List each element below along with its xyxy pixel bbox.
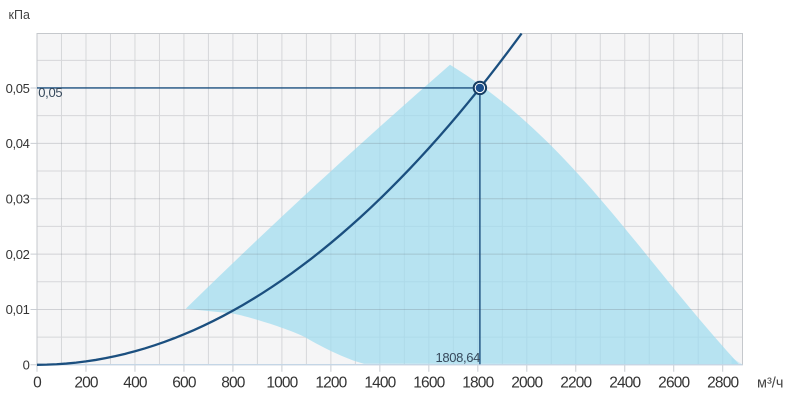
svg-text:1800: 1800	[462, 375, 494, 392]
svg-text:1808,64: 1808,64	[435, 350, 480, 365]
svg-text:200: 200	[74, 375, 99, 392]
svg-text:м³/ч: м³/ч	[757, 376, 783, 392]
svg-text:400: 400	[123, 375, 148, 392]
svg-text:1400: 1400	[364, 375, 396, 392]
svg-text:1000: 1000	[266, 375, 298, 392]
svg-text:0,05: 0,05	[38, 85, 62, 100]
svg-text:2200: 2200	[560, 375, 592, 392]
svg-text:2800: 2800	[707, 375, 739, 392]
svg-text:0: 0	[33, 375, 42, 392]
svg-text:800: 800	[221, 375, 246, 392]
svg-text:600: 600	[172, 375, 197, 392]
svg-text:0,02: 0,02	[6, 247, 30, 262]
svg-text:2600: 2600	[658, 375, 690, 392]
svg-text:1600: 1600	[413, 375, 445, 392]
svg-text:1200: 1200	[315, 375, 347, 392]
svg-text:0,04: 0,04	[6, 136, 30, 151]
svg-text:0,05: 0,05	[6, 81, 30, 96]
svg-text:2000: 2000	[511, 375, 543, 392]
svg-text:0: 0	[23, 358, 30, 373]
svg-text:кПа: кПа	[9, 8, 30, 22]
svg-text:0,01: 0,01	[6, 302, 30, 317]
svg-text:2400: 2400	[609, 375, 641, 392]
svg-text:0,03: 0,03	[6, 192, 30, 207]
